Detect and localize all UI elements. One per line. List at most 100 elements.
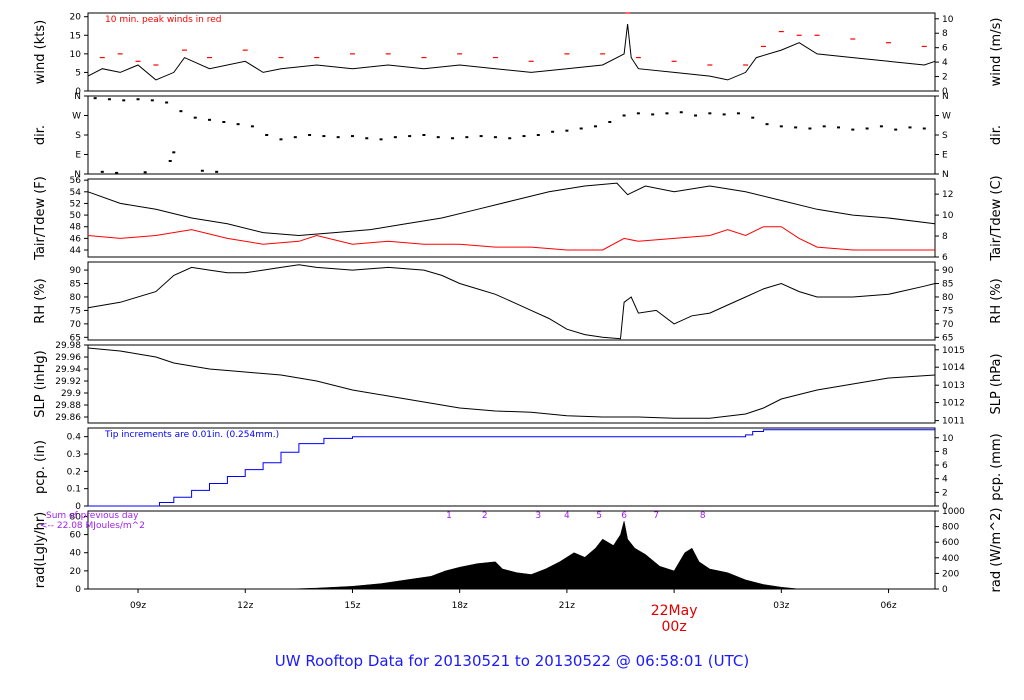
left-tick-label: 20	[70, 567, 82, 577]
rad-sum-label: Sum of previous day	[46, 511, 139, 521]
date-sub-label: 00z	[662, 619, 687, 635]
direction-point	[179, 110, 183, 113]
x-tick-label: 03z	[773, 601, 789, 611]
series-line	[87, 347, 936, 419]
direction-point	[708, 112, 712, 115]
left-tick-label: 29.9	[61, 389, 81, 399]
right-tick-label: 6	[942, 253, 948, 263]
direction-point	[679, 111, 683, 114]
hour-marker: 7	[653, 511, 659, 521]
right-tick-label: 4	[942, 58, 948, 68]
date-label: 22May	[651, 603, 698, 619]
right-tick-label: 6	[942, 461, 948, 471]
left-tick-label: 15	[70, 31, 81, 41]
left-tick-label: 46	[70, 234, 82, 244]
direction-point	[436, 136, 440, 139]
direction-point	[608, 121, 612, 123]
right-tick-label: 8	[942, 447, 948, 457]
direction-point	[794, 126, 798, 129]
hour-marker: 4	[564, 511, 570, 521]
left-tick-label: 29.92	[55, 377, 81, 387]
left-tick-label: N	[74, 92, 81, 102]
direction-point	[200, 169, 204, 172]
series-line	[87, 264, 936, 340]
right-tick-label: 90	[942, 266, 954, 276]
ylabel-right: RH (%)	[989, 278, 1004, 323]
left-tick-label: 50	[70, 211, 82, 221]
hour-marker: 5	[596, 511, 602, 521]
panel-annotation: Tip increments are 0.01in. (0.254mm.)	[104, 430, 279, 440]
direction-point	[765, 123, 769, 126]
direction-point	[350, 135, 354, 138]
direction-point	[651, 113, 655, 116]
left-tick-label: 90	[70, 266, 82, 276]
right-tick-label: 400	[942, 554, 959, 564]
rad-sum-value: <-- 22.08 MJoules/m^2	[40, 521, 145, 531]
direction-point	[736, 112, 740, 115]
x-tick-label: 18z	[452, 601, 468, 611]
left-tick-label: 54	[70, 188, 82, 198]
left-tick-label: 40	[70, 549, 82, 559]
direction-point	[393, 136, 397, 139]
series-line	[87, 24, 936, 81]
hour-marker: 6	[621, 511, 627, 521]
left-tick-label: N	[74, 170, 81, 180]
right-tick-label: 600	[942, 538, 959, 548]
left-tick-label: 0	[75, 585, 81, 595]
direction-point	[408, 135, 412, 138]
right-tick-label: 8	[942, 232, 948, 242]
direction-point	[493, 136, 497, 139]
ylabel-right: wind (m/s)	[989, 18, 1004, 87]
direction-point	[922, 127, 926, 130]
left-tick-label: 5	[75, 68, 81, 78]
right-tick-label: 65	[942, 333, 953, 343]
direction-point	[136, 98, 140, 101]
left-tick-label: 0.1	[67, 485, 81, 495]
right-tick-label: 80	[942, 293, 954, 303]
left-tick-label: 0.2	[67, 467, 81, 477]
direction-point	[150, 99, 154, 102]
left-tick-label: S	[75, 131, 81, 141]
radiation-area	[288, 520, 800, 590]
direction-point	[851, 128, 855, 131]
ylabel-right: dir.	[989, 125, 1004, 145]
left-tick-label: E	[75, 151, 81, 161]
series-line	[87, 182, 936, 237]
right-tick-label: 1011	[942, 417, 965, 427]
panel-frame	[87, 261, 936, 341]
right-tick-label: 70	[942, 320, 954, 330]
ylabel-left: RH (%)	[33, 278, 48, 323]
right-tick-label: S	[942, 131, 948, 141]
ylabel-left: SLP (inHg)	[33, 350, 48, 418]
left-tick-label: 10	[70, 50, 82, 60]
left-tick-label: 44	[70, 246, 82, 256]
right-tick-label: 10	[942, 434, 954, 444]
left-tick-label: 0	[75, 87, 81, 97]
direction-point	[93, 97, 97, 100]
hour-marker: 3	[535, 511, 541, 521]
direction-point	[115, 171, 119, 174]
direction-point	[722, 113, 726, 116]
right-tick-label: N	[942, 170, 949, 180]
right-tick-label: 2	[942, 488, 948, 498]
direction-point	[451, 137, 455, 140]
left-tick-label: 56	[70, 176, 82, 186]
panel-frame	[87, 178, 936, 258]
direction-point	[122, 99, 126, 102]
ylabel-left: pcp. (in)	[33, 440, 48, 494]
direction-point	[336, 136, 340, 139]
direction-point	[622, 114, 626, 117]
left-tick-label: 80	[70, 512, 82, 522]
right-tick-label: E	[942, 151, 948, 161]
left-tick-label: 85	[70, 280, 81, 290]
series-step	[88, 429, 935, 507]
left-tick-label: W	[72, 112, 81, 122]
direction-point	[250, 125, 254, 128]
x-tick-label: 15z	[344, 601, 360, 611]
right-tick-label: 800	[942, 523, 959, 533]
ylabel-left: dir.	[33, 125, 48, 145]
right-tick-label: 10	[942, 15, 954, 25]
panel-frame	[87, 12, 936, 92]
